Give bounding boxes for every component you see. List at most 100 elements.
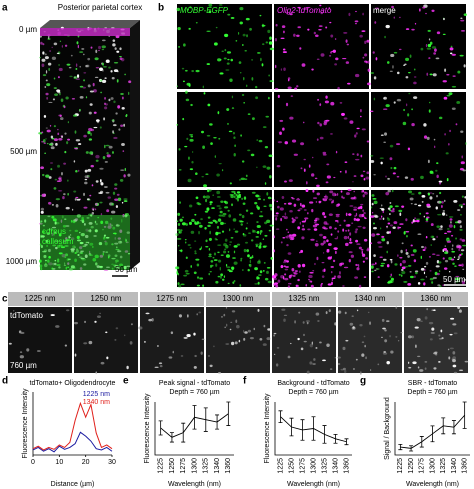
cell <box>274 38 278 42</box>
cell <box>383 96 387 100</box>
column-side <box>130 20 140 270</box>
cell <box>227 251 230 253</box>
cell <box>323 240 326 244</box>
cell <box>262 343 267 346</box>
cell <box>49 162 54 164</box>
panel-label: f <box>243 376 247 387</box>
cell <box>315 312 320 316</box>
cell <box>19 355 24 359</box>
cell <box>354 20 359 23</box>
cell <box>460 205 463 209</box>
cell <box>361 353 365 357</box>
cell <box>39 243 42 246</box>
cell <box>291 139 297 143</box>
cell <box>241 197 243 201</box>
cell <box>308 280 312 283</box>
cell <box>238 220 243 223</box>
cell <box>103 186 108 188</box>
cell <box>213 252 217 256</box>
cell <box>451 107 456 110</box>
channel-label: MOBP-EGFP <box>180 6 229 15</box>
cell <box>66 63 71 66</box>
cell <box>309 361 313 365</box>
cell <box>41 58 46 62</box>
cell <box>444 245 446 247</box>
cell <box>220 275 222 279</box>
cell <box>219 266 222 271</box>
cell <box>453 371 458 374</box>
cell <box>410 244 413 247</box>
image-background <box>371 4 466 89</box>
cell <box>360 205 363 210</box>
cell <box>459 225 462 229</box>
cell <box>309 343 314 348</box>
cell <box>307 228 311 231</box>
x-axis-label: Wavelength (nm) <box>406 481 459 488</box>
cell <box>319 4 322 7</box>
cell <box>229 244 231 246</box>
cell <box>95 159 99 162</box>
cell <box>382 258 387 261</box>
cell <box>360 371 362 375</box>
cell <box>54 221 57 225</box>
cell <box>100 91 103 94</box>
cell <box>67 138 71 141</box>
cell <box>273 199 276 202</box>
cell <box>425 12 427 15</box>
cell <box>336 236 339 238</box>
cell <box>344 311 347 315</box>
cell <box>74 353 77 357</box>
cell <box>299 251 301 254</box>
cell <box>352 326 355 329</box>
cell <box>323 268 326 272</box>
cell <box>430 235 435 239</box>
cell <box>363 276 367 279</box>
cell <box>205 246 209 248</box>
cell <box>435 169 438 172</box>
cell <box>427 192 431 196</box>
cell <box>380 134 384 136</box>
cell <box>362 170 366 173</box>
cell <box>217 58 222 62</box>
cell <box>262 238 265 240</box>
cell <box>401 205 405 208</box>
cell <box>313 358 316 361</box>
cell <box>85 151 89 154</box>
cell <box>386 225 388 229</box>
cell <box>347 82 351 85</box>
cell <box>89 151 94 155</box>
cell <box>226 51 232 54</box>
cell <box>80 257 85 260</box>
cell <box>424 367 427 370</box>
x-tick-label: 1225 <box>157 458 164 474</box>
cell <box>365 176 370 180</box>
cell <box>205 173 209 176</box>
cell <box>406 235 408 238</box>
cell <box>297 209 301 212</box>
cell <box>381 318 385 322</box>
cell <box>115 205 119 208</box>
cell <box>306 181 308 185</box>
cell <box>294 320 296 324</box>
cell <box>185 90 188 94</box>
cell <box>343 266 349 269</box>
cell <box>246 222 248 224</box>
cell <box>337 356 341 359</box>
cell <box>67 258 71 260</box>
cell <box>287 86 292 90</box>
cell <box>99 265 103 268</box>
cell <box>356 243 361 246</box>
image-background <box>371 92 466 187</box>
cell <box>373 200 378 205</box>
cell <box>276 164 281 168</box>
cell <box>420 255 422 259</box>
cell <box>189 134 194 136</box>
cell <box>79 96 84 99</box>
cell <box>230 58 234 62</box>
cell <box>218 163 222 165</box>
cell <box>65 309 70 312</box>
cell <box>92 258 97 262</box>
cell <box>438 334 441 337</box>
cell <box>193 271 197 275</box>
cell <box>74 321 78 325</box>
